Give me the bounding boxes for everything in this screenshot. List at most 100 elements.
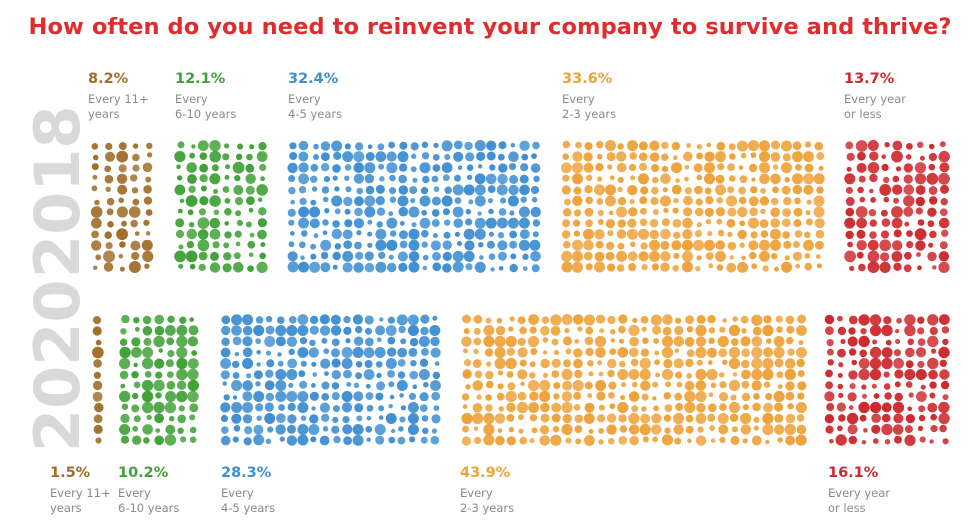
bubble bbox=[883, 176, 890, 184]
bubble bbox=[627, 251, 638, 262]
bubble bbox=[650, 314, 662, 326]
bubble bbox=[375, 325, 386, 336]
bubble bbox=[353, 391, 364, 402]
bubble bbox=[331, 370, 341, 380]
label-2020-every-11-plus: 1.5% Every 11+ years bbox=[50, 464, 160, 515]
bubble bbox=[174, 250, 186, 263]
bubble bbox=[597, 176, 603, 182]
bubble bbox=[540, 358, 550, 369]
bubble bbox=[749, 251, 757, 260]
bubble bbox=[364, 206, 376, 218]
bubble bbox=[927, 251, 937, 262]
bubble bbox=[753, 416, 760, 423]
bubble bbox=[297, 325, 309, 336]
bubble bbox=[260, 242, 266, 247]
bubble bbox=[718, 424, 729, 435]
bubble bbox=[490, 267, 495, 272]
bubble bbox=[881, 324, 893, 337]
bubbles-2018-every-11-plus bbox=[90, 142, 154, 273]
bubble bbox=[663, 414, 672, 422]
bubble bbox=[628, 163, 637, 171]
bubble bbox=[926, 172, 939, 185]
bubble bbox=[784, 255, 790, 261]
bubble bbox=[684, 380, 695, 391]
bubble bbox=[907, 338, 914, 346]
bubble bbox=[927, 402, 938, 413]
bubble bbox=[627, 218, 637, 228]
bubble bbox=[869, 231, 877, 239]
bubble bbox=[397, 436, 406, 445]
bubble bbox=[728, 346, 741, 359]
bubble bbox=[588, 429, 594, 434]
bubble bbox=[388, 381, 395, 388]
bubble bbox=[375, 239, 387, 251]
bubble bbox=[105, 142, 113, 150]
bubble bbox=[298, 261, 310, 273]
bubble bbox=[716, 197, 724, 204]
bubble bbox=[573, 404, 581, 411]
bubble bbox=[119, 357, 131, 370]
bubble bbox=[651, 263, 659, 271]
bubble bbox=[672, 219, 682, 228]
bubble bbox=[605, 184, 616, 196]
bubble bbox=[300, 360, 307, 367]
bubble bbox=[93, 359, 102, 368]
bubble bbox=[131, 251, 140, 261]
bubble bbox=[928, 369, 938, 380]
value-label: 1.5% bbox=[50, 465, 91, 481]
bubble bbox=[462, 404, 468, 410]
bubble bbox=[345, 338, 351, 344]
bubble bbox=[694, 207, 704, 217]
bubble bbox=[895, 166, 902, 172]
bubble bbox=[174, 151, 186, 163]
bubble bbox=[892, 175, 900, 183]
bubble bbox=[92, 391, 103, 402]
bubble bbox=[461, 412, 473, 425]
bubble bbox=[91, 185, 98, 192]
bubble bbox=[224, 221, 229, 226]
bubbles-2020-every-11-plus bbox=[92, 316, 104, 444]
bubble bbox=[847, 392, 857, 402]
bubble bbox=[708, 263, 714, 269]
bubble bbox=[289, 152, 298, 160]
bubble bbox=[352, 434, 364, 446]
bubble bbox=[176, 325, 188, 336]
bubble bbox=[224, 174, 230, 180]
bubble bbox=[321, 381, 330, 390]
bubble bbox=[367, 242, 373, 248]
bubble bbox=[332, 164, 341, 173]
bubble bbox=[573, 186, 582, 195]
label-2018-every-4-5: 32.4% Every 4-5 years bbox=[288, 70, 398, 121]
bubble bbox=[221, 337, 230, 346]
bubble bbox=[759, 239, 770, 251]
bubble bbox=[486, 151, 496, 161]
bubble bbox=[575, 438, 582, 445]
bubble bbox=[463, 250, 475, 262]
bubble bbox=[904, 314, 916, 326]
bubble bbox=[420, 347, 429, 356]
bubble bbox=[585, 263, 593, 271]
bubble bbox=[354, 196, 364, 207]
bubble bbox=[529, 239, 541, 251]
bubble bbox=[707, 230, 713, 237]
bubble bbox=[781, 162, 792, 174]
bubble bbox=[737, 206, 748, 218]
bubble bbox=[718, 348, 728, 358]
bubble bbox=[741, 392, 751, 402]
bubble bbox=[838, 392, 844, 399]
bubble bbox=[235, 241, 241, 247]
bubble bbox=[750, 152, 757, 158]
bubble bbox=[232, 161, 245, 174]
bubble bbox=[430, 380, 441, 391]
bubble bbox=[120, 328, 127, 335]
bubble bbox=[696, 359, 703, 366]
bubble bbox=[507, 382, 516, 391]
bubble bbox=[457, 241, 462, 246]
bubble bbox=[694, 185, 703, 195]
bubble bbox=[741, 255, 746, 261]
bubble bbox=[242, 347, 253, 358]
bubble bbox=[856, 229, 866, 239]
bubble bbox=[792, 151, 803, 163]
bubble bbox=[494, 357, 506, 370]
bubble bbox=[142, 347, 154, 358]
